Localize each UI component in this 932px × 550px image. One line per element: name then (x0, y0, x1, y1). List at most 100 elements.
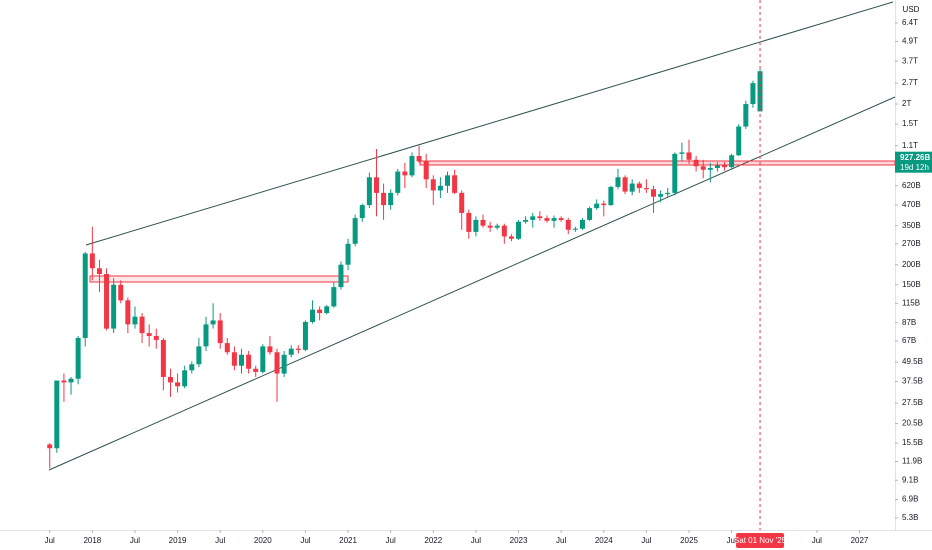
candle-body (381, 192, 387, 206)
y-tick-label: 9.1B (902, 475, 918, 484)
y-tick-label: 150B (902, 280, 921, 289)
candle-body (82, 253, 88, 338)
candle-body (118, 284, 124, 301)
x-tick-label: 2021 (339, 536, 357, 545)
y-tick-label: 4.9T (902, 37, 918, 46)
candle-body (104, 274, 110, 329)
candle-body (125, 300, 131, 325)
y-tick-label: 115B (902, 298, 920, 307)
candle-body (437, 185, 443, 191)
candle-body (650, 189, 656, 197)
candle-body (658, 194, 664, 197)
x-tick-label: 2027 (851, 536, 869, 545)
x-tick-label: 2018 (83, 536, 101, 545)
resistance-zone (89, 275, 349, 283)
candle-body (750, 83, 756, 105)
x-tick-label: Jul (556, 536, 566, 545)
candle-body (700, 166, 706, 170)
candle-body (601, 203, 607, 206)
candle-body (352, 218, 358, 244)
candle-body (672, 153, 678, 193)
candle-body (260, 346, 266, 372)
x-tick-label: Jul (45, 536, 55, 545)
candle-body (317, 309, 323, 314)
candle-body (288, 348, 294, 355)
candle-body (636, 183, 642, 189)
candle-body (508, 236, 514, 239)
candle-body (111, 284, 117, 329)
candle-body (310, 309, 316, 322)
candle-body (629, 183, 635, 192)
candle-body (530, 216, 536, 220)
candle-body (295, 348, 301, 350)
candle-body (366, 177, 372, 206)
drawings (48, 1, 896, 471)
y-tick-label: 6.9B (902, 495, 918, 504)
x-tick-label: 2022 (424, 536, 442, 545)
y-tick-label: 2T (902, 99, 911, 108)
y-tick-label: 620B (902, 181, 921, 190)
candle-body (61, 380, 67, 383)
candle-body (665, 192, 671, 195)
candle-body (558, 218, 564, 220)
candle-body (402, 171, 408, 176)
y-tick-label: 11.9B (902, 457, 922, 466)
candle-body (423, 161, 429, 180)
candle-body (622, 177, 628, 192)
candle-body (487, 225, 493, 228)
candle-body (686, 152, 692, 160)
y-tick-label: 37.5B (902, 377, 923, 386)
candle-body (281, 354, 287, 374)
candle-body (68, 378, 74, 383)
candle-body (196, 346, 202, 365)
candle-body (75, 337, 81, 379)
candle-body (416, 155, 422, 162)
x-tick-label: Jul (386, 536, 396, 545)
candle-body (473, 219, 479, 232)
candle-body (189, 364, 195, 371)
y-tick-label: 2.7T (902, 78, 918, 87)
y-tick-label: 3.7T (902, 56, 918, 65)
y-tick-label: 20.5B (902, 419, 923, 428)
y-tick-label: 1.1T (902, 141, 918, 150)
y-tick-label: 67B (902, 336, 916, 345)
candle-body (537, 216, 543, 219)
y-tick-label: 200B (902, 260, 921, 269)
candle-body (54, 380, 60, 449)
price-level-line (419, 160, 896, 166)
x-tick-label: Jul (300, 536, 310, 545)
y-tick-label: 49.5B (902, 357, 923, 366)
candle-body (167, 376, 173, 383)
countdown-label: 19d 12h (900, 163, 929, 172)
candle-body (231, 352, 237, 366)
y-tick-label: 27.5B (902, 398, 923, 407)
candle-body (153, 335, 159, 340)
candle-body (523, 219, 529, 222)
y-tick-label: 6.4T (902, 18, 918, 27)
candle-body (139, 316, 145, 334)
candle-body (679, 152, 685, 154)
candle-body (743, 104, 749, 127)
candle-body (146, 333, 152, 336)
candle-body (643, 188, 649, 190)
candle-body (722, 165, 728, 168)
candle-body (608, 186, 614, 206)
candle-body (615, 177, 621, 187)
x-tick-label: Jul (130, 536, 140, 545)
y-tick-label: 470B (902, 200, 921, 209)
x-tick-label: Jul (812, 536, 822, 545)
candle-body (175, 382, 181, 387)
crosshair-label: Sat 01 Nov '25 (734, 536, 787, 545)
candle-body (246, 354, 252, 369)
candle-body (494, 225, 500, 228)
candle-body (587, 208, 593, 220)
x-tick-label: Jul (215, 536, 225, 545)
y-tick-label: 1.5T (902, 119, 918, 128)
y-tick-label: 350B (902, 221, 921, 230)
candle-body (466, 212, 472, 232)
candle-body (338, 264, 344, 288)
y-tick-label: 15.5B (902, 438, 923, 447)
candle-body (551, 218, 557, 221)
x-tick-label: Jul (471, 536, 481, 545)
